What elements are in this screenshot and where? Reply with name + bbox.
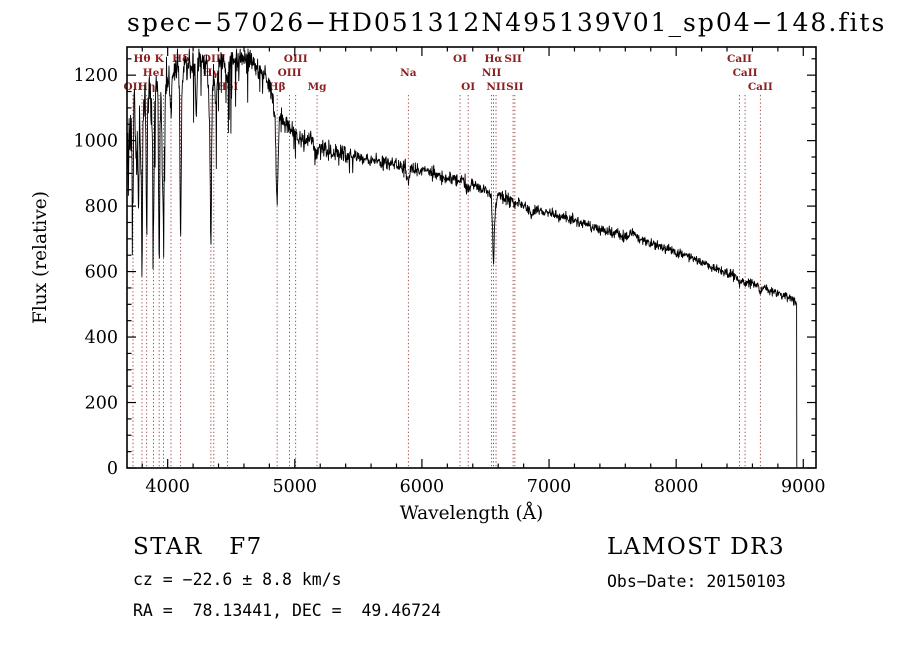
spectral-line-label: Hα [484, 53, 502, 65]
x-axis-tick-label: 7000 [527, 477, 572, 497]
y-axis-tick-label: 1200 [73, 66, 118, 86]
spectral-line-label: HeI [217, 81, 239, 93]
spectral-line-label: Hθ [134, 53, 151, 65]
spectrum-filename-title: spec−57026−HD051312N495139V01_sp04−148.f… [127, 8, 887, 37]
classification-label: STAR F7 [133, 534, 263, 560]
x-axis-tick-label: 8000 [654, 477, 699, 497]
plot-frame [126, 46, 817, 469]
spectral-line-label: OIII [284, 53, 308, 65]
obs-date-label: Obs−Date: 20150103 [607, 572, 786, 591]
y-axis-title: Flux (relative) [30, 191, 51, 324]
spectral-line-label: OII [123, 81, 142, 93]
spectral-line-label: K [155, 53, 165, 65]
spectral-line-label: OIII [278, 67, 302, 79]
spectral-line-label: Mg [308, 81, 328, 93]
spectral-line-label: Hβ [269, 81, 286, 93]
survey-label: LAMOST DR3 [607, 534, 786, 560]
x-axis-title: Wavelength (Å) [400, 502, 543, 524]
spectral-line-label: OI [461, 81, 475, 93]
y-axis-tick-label: 800 [85, 197, 118, 217]
spectrum-line [126, 48, 798, 468]
x-axis-tick-label: 5000 [273, 477, 318, 497]
spectral-line-label: HeI [143, 67, 165, 79]
x-axis-tick-label: 4000 [145, 477, 190, 497]
x-axis-tick-label: 6000 [400, 477, 445, 497]
spectral-line-label: Hγ [202, 67, 219, 79]
spectral-line-label: CaII [748, 81, 773, 93]
spectral-line-label: SII [506, 81, 523, 93]
coordinates-label: RA = 78.13441, DEC = 49.46724 [133, 601, 441, 620]
x-axis-tick-label: 9000 [781, 477, 826, 497]
spectral-line-label: OI [453, 53, 467, 65]
spectral-line-label: SII [504, 53, 521, 65]
y-axis-tick-label: 200 [85, 394, 118, 414]
spectral-line-label: NII [486, 81, 506, 93]
y-axis-tick-label: 600 [85, 263, 118, 283]
y-axis-tick-label: 400 [85, 328, 118, 348]
spectral-line-label: CaII [727, 53, 752, 65]
spectral-line-label: CaII [733, 67, 758, 79]
radial-velocity-label: cz = −22.6 ± 8.8 km/s [133, 570, 342, 589]
y-axis-tick-label: 1000 [73, 132, 118, 152]
spectral-line-label: Hη [138, 81, 156, 93]
y-axis-tick-label: 0 [107, 459, 118, 479]
spectral-line-label: Na [400, 67, 417, 79]
spectral-line-label: NII [482, 67, 502, 79]
